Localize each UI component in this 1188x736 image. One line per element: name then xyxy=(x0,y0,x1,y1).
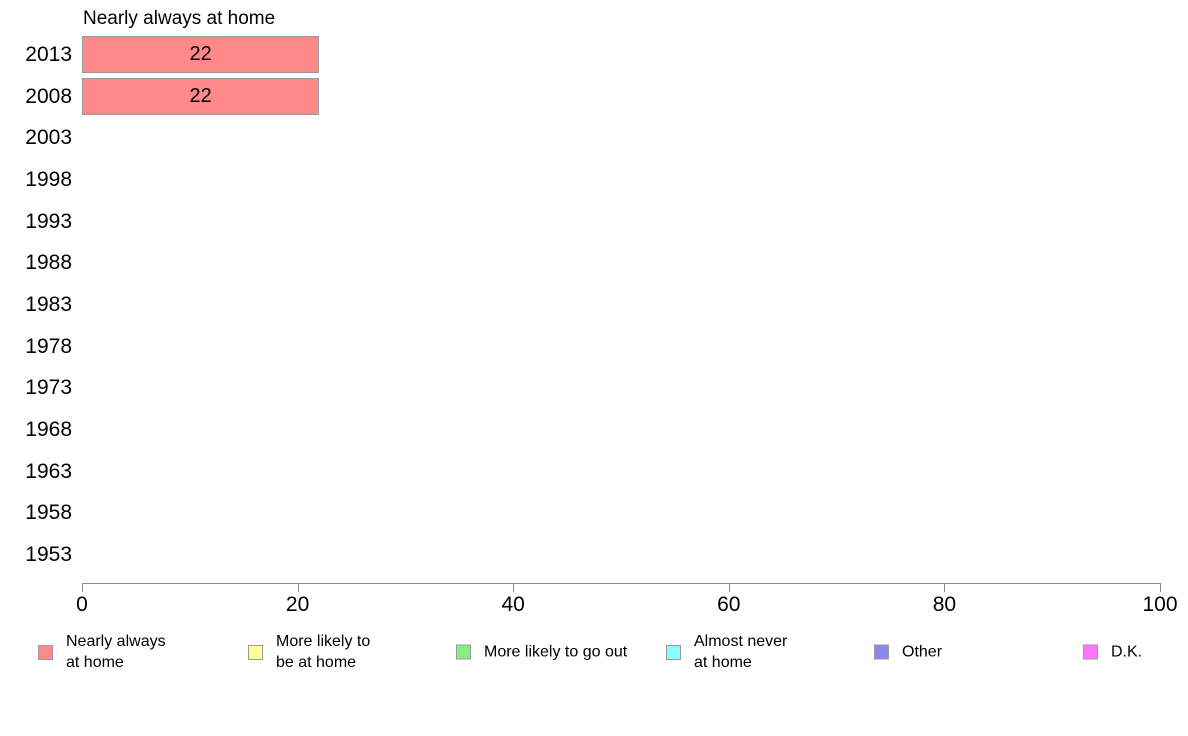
bar-slot-1998 xyxy=(82,161,1160,198)
y-axis-label-1988: 1988 xyxy=(25,251,72,275)
y-axis-label-1978: 1978 xyxy=(25,334,72,358)
x-tick-0 xyxy=(82,583,83,592)
bar-slot-1978 xyxy=(82,328,1160,365)
chart-row-1973: 1973 xyxy=(0,368,1188,410)
chart-row-2003: 2003 xyxy=(0,117,1188,159)
x-axis-line xyxy=(82,583,1161,584)
bar-slot-1993 xyxy=(82,203,1160,240)
y-axis-label-1968: 1968 xyxy=(25,418,72,442)
legend-item-almost-never-at-home: Almost never at home xyxy=(666,631,787,673)
legend-item-nearly-always-at-home: Nearly always at home xyxy=(38,631,166,673)
chart-row-1998: 1998 xyxy=(0,159,1188,201)
bar-2008: 22 xyxy=(82,78,320,116)
x-tick-label-40: 40 xyxy=(501,593,525,616)
legend-item-other: Other xyxy=(874,642,942,663)
x-tick-60 xyxy=(728,583,730,592)
chart-title: Nearly always at home xyxy=(83,8,276,29)
y-axis-label-1993: 1993 xyxy=(25,209,72,233)
legend-label-more-likely-to-be-at-home: More likely to be at home xyxy=(276,633,371,671)
y-axis-label-1958: 1958 xyxy=(25,501,72,525)
x-tick-80 xyxy=(944,583,946,592)
chart-row-1988: 1988 xyxy=(0,242,1188,284)
bar-2013: 22 xyxy=(82,36,320,74)
bar-slot-1958 xyxy=(82,495,1160,532)
bar-slot-2008: 22 xyxy=(82,78,1160,116)
x-tick-label-60: 60 xyxy=(717,593,741,616)
legend-label-other: Other xyxy=(902,643,943,661)
chart-row-2008: 2008 22 xyxy=(0,76,1188,118)
chart-row-2013: 2013 22 xyxy=(0,34,1188,76)
y-axis-label-2008: 2008 xyxy=(25,84,72,108)
bar-slot-1953 xyxy=(82,537,1160,574)
chart-row-1953: 1953 xyxy=(0,534,1188,576)
legend-swatch-other xyxy=(874,644,889,660)
bar-slot-2013: 22 xyxy=(82,36,1160,74)
y-axis-label-2003: 2003 xyxy=(25,126,72,150)
y-axis-label-1953: 1953 xyxy=(25,543,72,567)
y-axis-label-1998: 1998 xyxy=(25,167,72,191)
x-tick-label-20: 20 xyxy=(285,593,310,616)
chart-row-1968: 1968 xyxy=(0,409,1188,451)
y-axis-label-2013: 2013 xyxy=(25,42,72,66)
legend-item-more-likely-to-be-at-home: More likely to be at home xyxy=(248,631,370,673)
legend-swatch-almost-never-at-home xyxy=(666,644,681,660)
bar-slot-2003 xyxy=(82,120,1160,157)
bar-value-label-2013: 22 xyxy=(189,43,212,66)
bar-slot-1983 xyxy=(82,286,1160,323)
x-tick-label-0: 0 xyxy=(76,593,88,616)
chart-row-1978: 1978 xyxy=(0,326,1188,368)
legend-label-dk: D.K. xyxy=(1111,643,1143,661)
bar-slot-1963 xyxy=(82,453,1160,490)
bar-slot-1973 xyxy=(82,370,1160,407)
legend-swatch-nearly-always-at-home xyxy=(38,644,53,660)
x-tick-20 xyxy=(297,583,299,592)
bar-value-label-2008: 22 xyxy=(189,85,212,108)
bar-slot-1988 xyxy=(82,245,1160,282)
chart-row-1983: 1983 xyxy=(0,284,1188,326)
legend-swatch-more-likely-to-be-at-home xyxy=(248,644,263,660)
legend-swatch-more-likely-to-go-out xyxy=(456,644,471,660)
legend-item-dk: D.K. xyxy=(1083,642,1142,663)
y-axis-label-1963: 1963 xyxy=(25,459,72,483)
x-tick-label-80: 80 xyxy=(932,593,957,616)
bar-slot-1968 xyxy=(82,412,1160,449)
chart-row-1958: 1958 xyxy=(0,493,1188,535)
plot-area: 2013 22 2008 22 2003 1998 1993 1988 1983 1978 1973… xyxy=(0,34,1188,576)
legend-label-almost-never-at-home: Almost never at home xyxy=(694,633,788,671)
y-axis-label-1983: 1983 xyxy=(25,292,72,316)
chart-row-1993: 1993 xyxy=(0,201,1188,243)
y-axis-label-1973: 1973 xyxy=(25,376,72,400)
x-tick-40 xyxy=(513,583,515,592)
legend-item-more-likely-to-go-out: More likely to go out xyxy=(456,642,627,663)
legend-swatch-dk xyxy=(1083,644,1098,660)
legend-label-nearly-always-at-home: Nearly always at home xyxy=(66,633,166,671)
x-tick-100 xyxy=(1160,583,1161,592)
legend-label-more-likely-to-go-out: More likely to go out xyxy=(484,643,628,661)
x-tick-label-100: 100 xyxy=(1142,593,1178,616)
chart-row-1963: 1963 xyxy=(0,451,1188,493)
